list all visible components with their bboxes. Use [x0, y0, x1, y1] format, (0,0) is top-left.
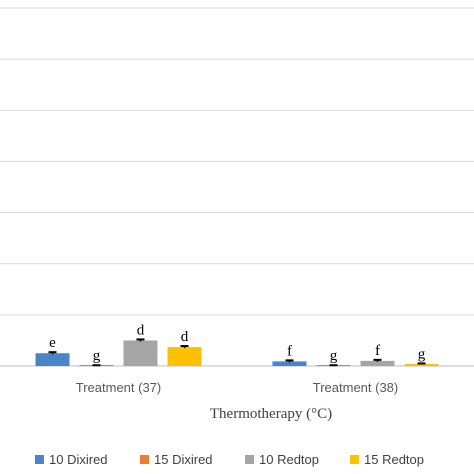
legend: 10 Dixired 15 Dixired 10 Redtop 15 Redtop: [35, 452, 424, 467]
significance-letter: f: [287, 343, 292, 359]
significance-letter: d: [181, 329, 189, 345]
bar: [123, 340, 158, 366]
bar-group: e g d d: [35, 322, 202, 367]
bar: [404, 363, 439, 366]
legend-label: 10 Dixired: [49, 452, 108, 467]
x-axis-tick-labels: Treatment (37) Treatment (38): [76, 380, 399, 395]
legend-label: 15 Redtop: [364, 452, 424, 467]
bar: [167, 347, 202, 366]
significance-letter: g: [330, 348, 338, 364]
significance-letter: f: [375, 343, 380, 359]
legend-item: 15 Dixired: [140, 452, 213, 467]
legend-swatch: [350, 455, 359, 464]
significance-letter: d: [137, 322, 145, 338]
legend-item: 15 Redtop: [350, 452, 424, 467]
bar: [35, 353, 70, 366]
bar: [360, 360, 395, 366]
legend-swatch: [35, 455, 44, 464]
legend-label: 15 Dixired: [154, 452, 213, 467]
significance-letter: g: [93, 348, 101, 364]
x-tick-label: Treatment (37): [76, 380, 162, 395]
x-tick-label: Treatment (38): [313, 380, 399, 395]
legend-swatch: [140, 455, 149, 464]
legend-item: 10 Redtop: [245, 452, 319, 467]
legend-swatch: [245, 455, 254, 464]
legend-label: 10 Redtop: [259, 452, 319, 467]
x-axis-title: Thermotherapy (°C): [210, 406, 332, 422]
significance-letter: e: [49, 335, 56, 351]
gridlines: [0, 7, 474, 367]
legend-item: 10 Dixired: [35, 452, 108, 467]
bar-groups: e g d d f g f g: [35, 322, 439, 367]
bar: [272, 361, 307, 366]
significance-letter: g: [418, 346, 426, 362]
